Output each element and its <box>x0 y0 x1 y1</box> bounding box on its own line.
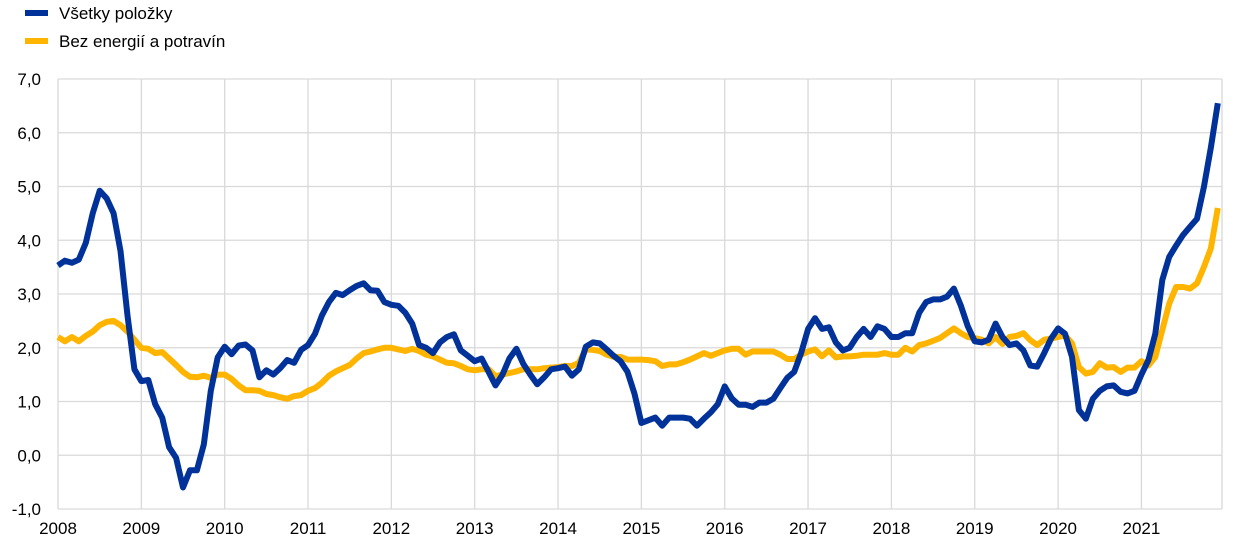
x-tick-label: 2018 <box>872 519 910 538</box>
y-axis-tick-labels: -1,0 0,0 1,0 2,0 3,0 4,0 5,0 6,0 7,0 <box>12 70 41 519</box>
x-tick-label: 2013 <box>456 519 494 538</box>
x-tick-label: 2019 <box>956 519 994 538</box>
x-tick-label: 2009 <box>122 519 160 538</box>
series-line-core <box>56 207 1221 402</box>
x-tick-label: 2012 <box>372 519 410 538</box>
legend: Všetky položky Bez energií a potravín <box>25 4 225 51</box>
legend-item-all-items: Všetky položky <box>25 4 173 23</box>
y-tick-label: 7,0 <box>17 70 41 89</box>
gridlines <box>57 78 1223 510</box>
legend-label-core: Bez energií a potravín <box>59 32 225 51</box>
x-tick-label: 2011 <box>290 519 327 538</box>
x-tick-label: 2017 <box>789 519 827 538</box>
x-tick-label: 2010 <box>206 519 244 538</box>
series-lines <box>56 102 1221 491</box>
x-tick-label: 2021 <box>1123 519 1161 538</box>
x-tick-label: 2014 <box>539 519 577 538</box>
y-tick-label: 0,0 <box>17 446 41 465</box>
legend-label-all-items: Všetky položky <box>59 4 173 23</box>
series-line-all-items <box>56 102 1221 491</box>
legend-item-core: Bez energií a potravín <box>25 32 225 51</box>
x-axis-tick-labels: 2008 2009 2010 2011 2012 2013 2014 2015 2016 2017… <box>39 519 1160 538</box>
x-tick-label: 2016 <box>706 519 744 538</box>
y-tick-label: -1,0 <box>12 500 41 519</box>
y-tick-label: 5,0 <box>17 178 41 197</box>
x-tick-label: 2020 <box>1039 519 1077 538</box>
y-tick-label: 4,0 <box>17 231 41 250</box>
y-tick-label: 1,0 <box>17 393 41 412</box>
y-tick-label: 3,0 <box>17 285 41 304</box>
y-tick-label: 6,0 <box>17 124 41 143</box>
x-tick-label: 2015 <box>622 519 660 538</box>
x-tick-label: 2008 <box>39 519 77 538</box>
y-tick-label: 2,0 <box>17 339 41 358</box>
